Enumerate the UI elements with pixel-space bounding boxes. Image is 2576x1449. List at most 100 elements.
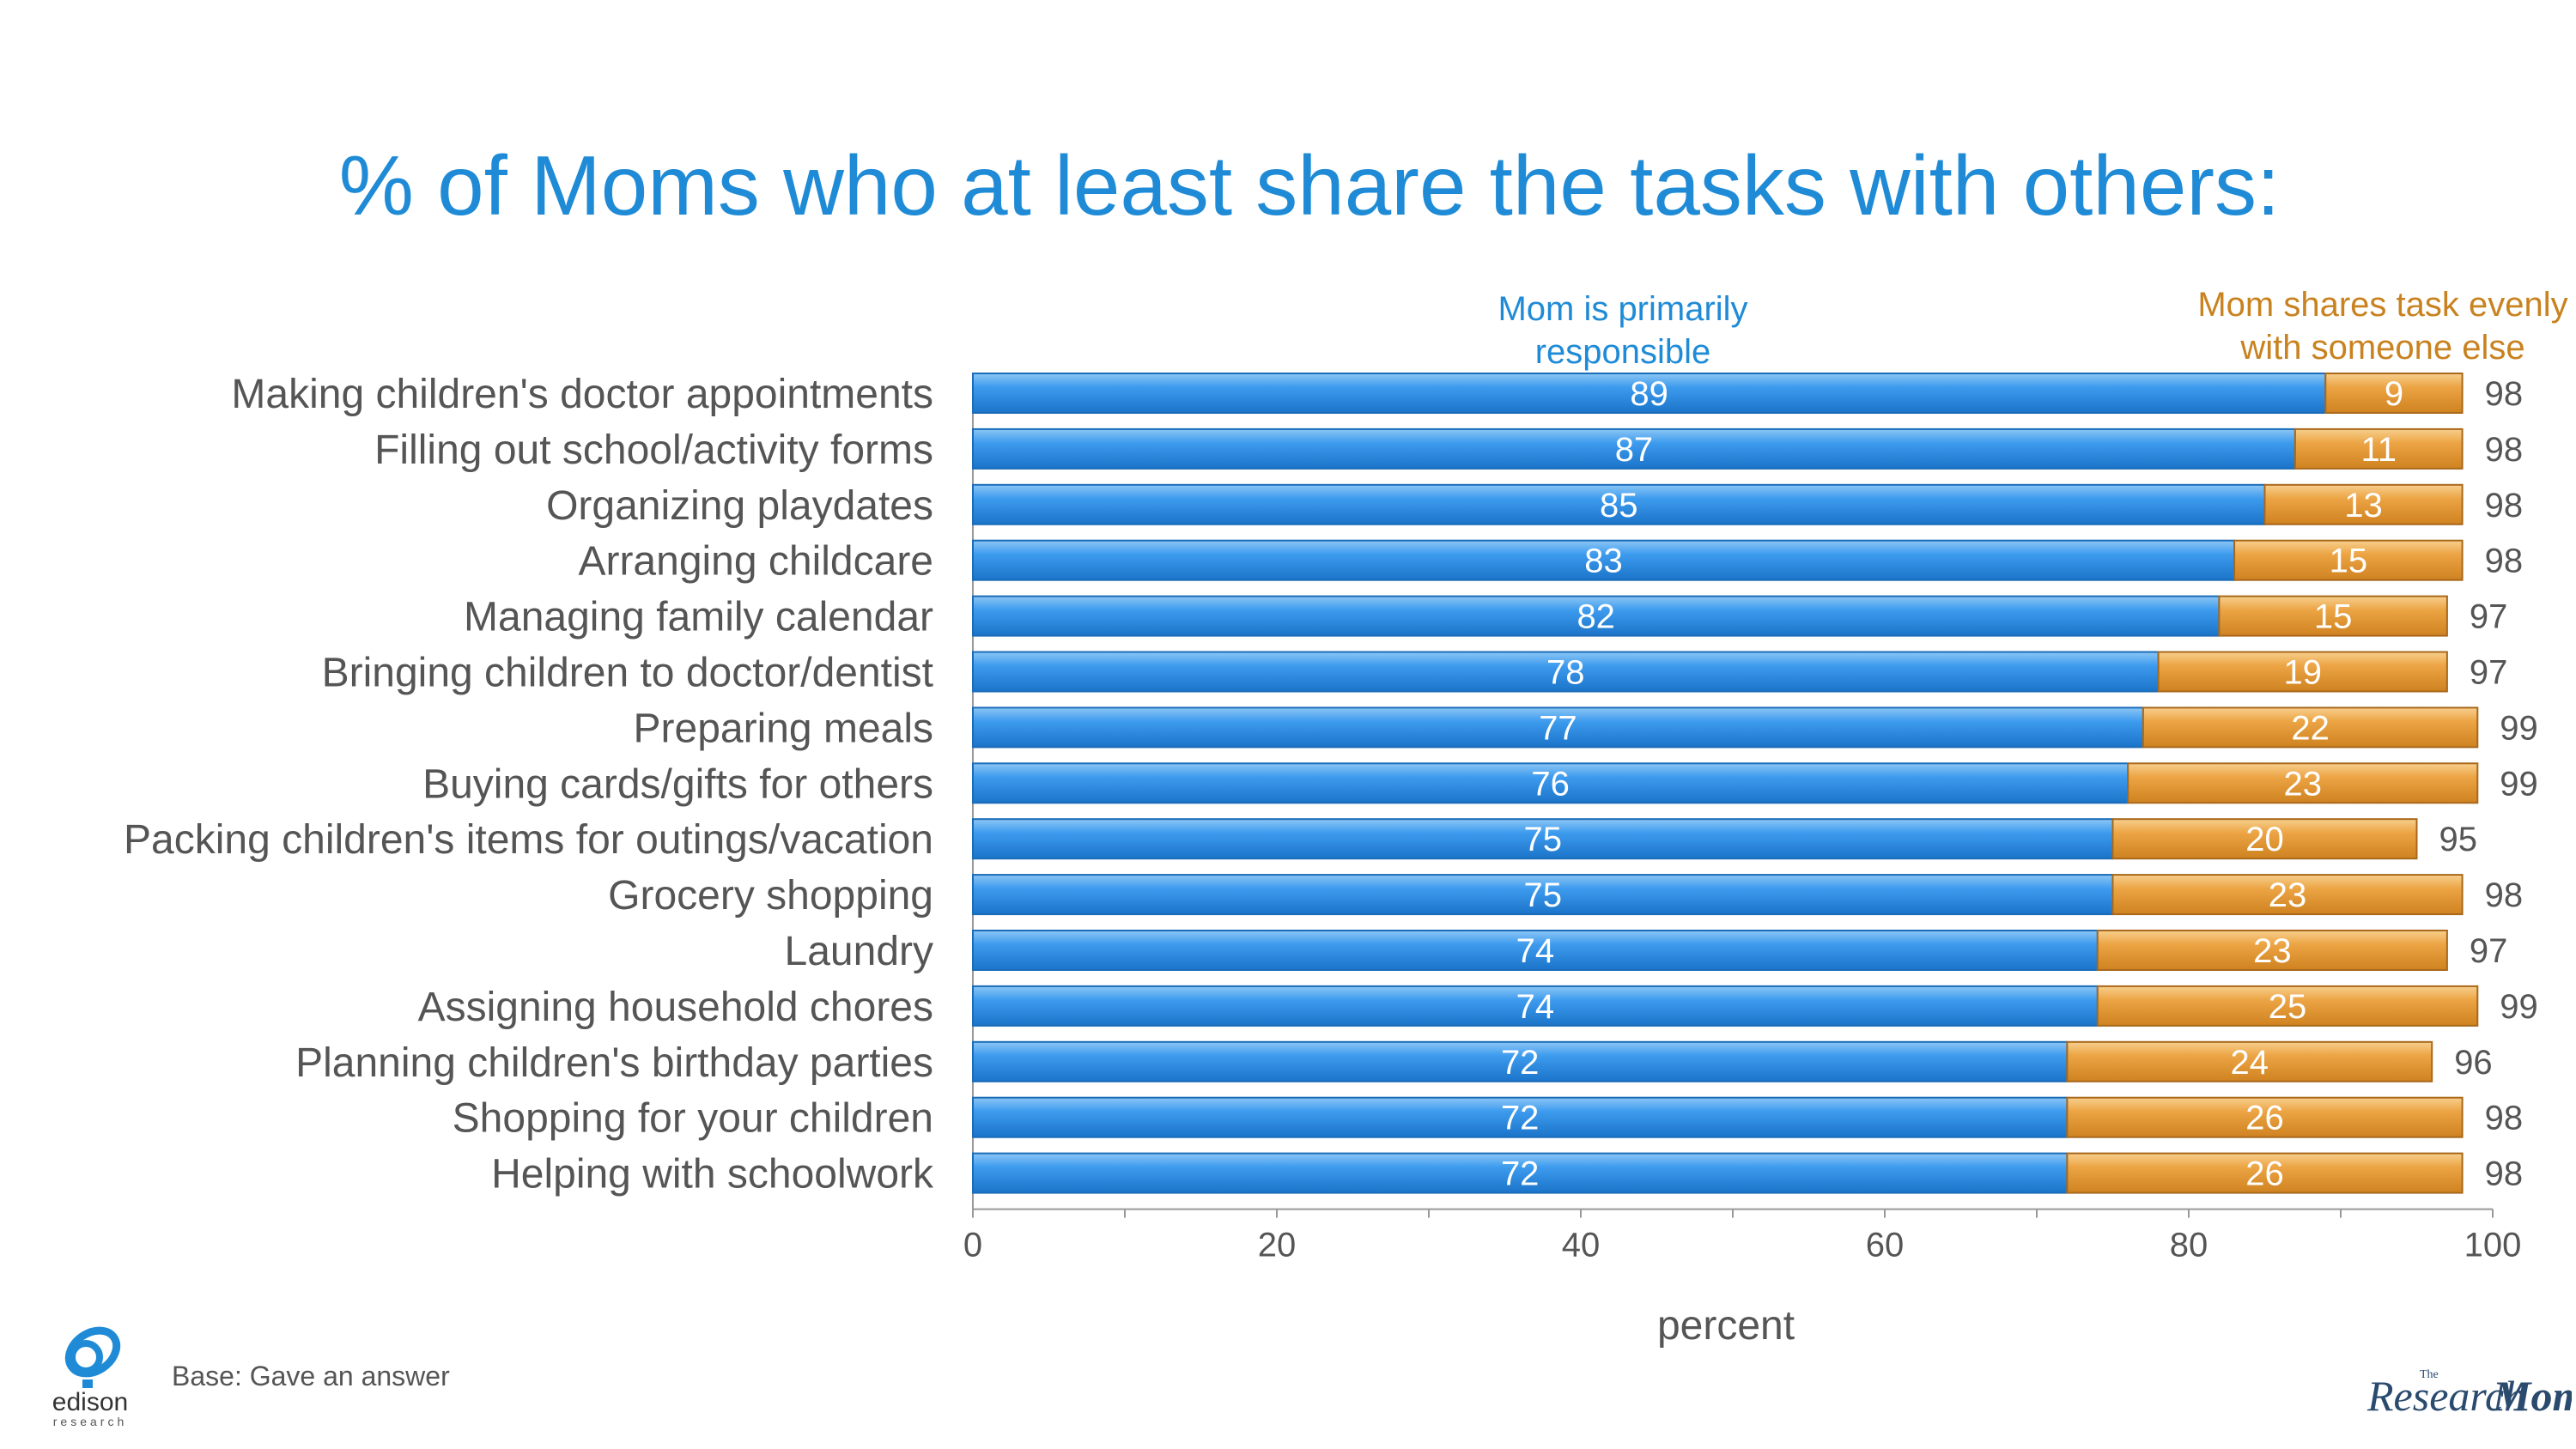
bar-primary-label: 75 — [1524, 876, 1563, 914]
category-label: Helping with schoolwork — [491, 1152, 934, 1197]
rm-logo-the: The — [2420, 1368, 2439, 1381]
bar-shared — [2142, 706, 2479, 749]
x-tick-label: 100 — [2464, 1227, 2522, 1264]
bar-primary — [972, 373, 2327, 414]
bar-shared-label: 26 — [2245, 1155, 2284, 1193]
total-label: 98 — [2485, 1155, 2524, 1193]
bar-shared — [2111, 818, 2418, 860]
bar-shared-label: 13 — [2344, 487, 2383, 524]
total-label: 95 — [2439, 821, 2478, 858]
total-label: 98 — [2485, 543, 2524, 580]
x-tick-label: 20 — [1258, 1227, 1297, 1264]
total-label: 97 — [2470, 654, 2508, 692]
total-label: 99 — [2500, 709, 2538, 747]
bar-shared — [2066, 1096, 2464, 1138]
bar-shared-label: 9 — [2385, 375, 2403, 413]
bar-shared-label: 23 — [2269, 876, 2307, 914]
category-label: Laundry — [785, 929, 933, 974]
total-label: 98 — [2485, 1100, 2524, 1137]
bar-shared — [2066, 1040, 2433, 1082]
bar-primary — [972, 1152, 2069, 1194]
edison-logo-sub: research — [53, 1415, 127, 1428]
bar-primary — [972, 762, 2129, 804]
total-label: 98 — [2485, 876, 2524, 914]
footnote: Base: Gave an answer — [172, 1361, 450, 1391]
total-label: 97 — [2470, 932, 2508, 970]
bar-primary — [972, 1096, 2069, 1138]
bar-primary-label: 75 — [1524, 821, 1563, 858]
category-label: Making children's doctor appointments — [231, 372, 933, 417]
bar-primary-label: 85 — [1600, 487, 1638, 524]
bar-shared — [2293, 427, 2464, 470]
legend-shared: Mom shares task evenly with someone else — [2147, 283, 2576, 369]
bar-primary — [972, 483, 2266, 525]
bar-shared — [2127, 762, 2479, 804]
bar-primary — [972, 930, 2099, 971]
category-label: Organizing playdates — [546, 483, 933, 529]
total-label: 99 — [2500, 765, 2538, 803]
x-tick-label: 40 — [1562, 1227, 1601, 1264]
bar-primary-label: 76 — [1531, 765, 1570, 803]
category-label: Shopping for your children — [453, 1096, 933, 1142]
total-label: 98 — [2485, 487, 2524, 524]
bar-primary — [972, 651, 2160, 693]
bar-shared-label: 20 — [2245, 821, 2284, 858]
legend-shared-line1: Mom shares task evenly — [2197, 286, 2568, 324]
bar-shared — [2218, 595, 2448, 637]
bar-shared-label: 23 — [2284, 765, 2323, 803]
x-axis-label: percent — [1657, 1303, 1795, 1349]
bar-shared-label: 11 — [2360, 431, 2397, 469]
bar-shared — [2157, 651, 2448, 693]
x-tick-label: 80 — [2170, 1227, 2208, 1264]
category-label: Preparing meals — [634, 706, 934, 751]
bar-primary-label: 74 — [1516, 932, 1555, 970]
bar-primary-label: 74 — [1516, 988, 1555, 1026]
bar-shared — [2096, 985, 2479, 1027]
legend-primary-line2: responsible — [1534, 333, 1711, 371]
total-label: 98 — [2485, 375, 2524, 413]
bar-shared-label: 19 — [2284, 654, 2323, 692]
legend-shared-line2: with someone else — [2240, 329, 2525, 367]
bar-shared — [2263, 483, 2464, 525]
bar-primary — [972, 818, 2114, 860]
category-label: Filling out school/activity forms — [374, 427, 933, 473]
bar-shared — [2324, 373, 2464, 414]
edison-logo-name: edison — [52, 1388, 128, 1416]
total-label: 96 — [2454, 1044, 2493, 1082]
bar-shared-label: 22 — [2291, 709, 2330, 747]
category-label: Buying cards/gifts for others — [422, 761, 933, 807]
bar-primary-label: 72 — [1501, 1044, 1540, 1082]
edison-logo: edison research — [52, 1326, 128, 1428]
bar-primary-label: 89 — [1630, 375, 1668, 413]
bar-primary — [972, 1040, 2069, 1082]
total-label: 97 — [2470, 598, 2508, 636]
x-tick-label: 0 — [963, 1227, 982, 1264]
rm-logo-moms: Moms — [2492, 1372, 2572, 1420]
bar-primary-label: 72 — [1501, 1155, 1540, 1193]
legend-primary-line1: Mom is primarily — [1498, 290, 1748, 328]
bar-shared-label: 23 — [2253, 932, 2292, 970]
bar-primary-label: 78 — [1546, 654, 1585, 692]
bar-shared-label: 25 — [2269, 988, 2307, 1026]
category-label: Assigning household chores — [418, 985, 933, 1030]
category-label: Grocery shopping — [608, 873, 933, 919]
total-label: 98 — [2485, 431, 2524, 469]
category-label: Arranging childcare — [578, 539, 933, 585]
chart-title: % of Moms who at least share the tasks w… — [338, 138, 2281, 233]
plot-area: 0 20 40 60 80 100 percent Making children's doc… — [124, 372, 2538, 1349]
bar-shared — [2111, 874, 2464, 916]
category-label: Managing family calendar — [464, 595, 933, 640]
bar-primary-label: 82 — [1577, 598, 1615, 636]
bar-shared-label: 15 — [2314, 598, 2353, 636]
bar-primary — [972, 427, 2296, 470]
bar-shared-label: 26 — [2245, 1100, 2284, 1137]
x-tick-label: 60 — [1866, 1227, 1905, 1264]
bar-shared-label: 24 — [2231, 1044, 2269, 1082]
category-label: Planning children's birthday parties — [295, 1040, 933, 1086]
bar-primary-label: 72 — [1501, 1100, 1540, 1137]
bar-shared — [2066, 1152, 2464, 1194]
legend-primary: Mom is primarily responsible — [1451, 288, 1795, 373]
bar-shared — [2233, 539, 2464, 581]
category-label: Bringing children to doctor/dentist — [322, 651, 933, 696]
